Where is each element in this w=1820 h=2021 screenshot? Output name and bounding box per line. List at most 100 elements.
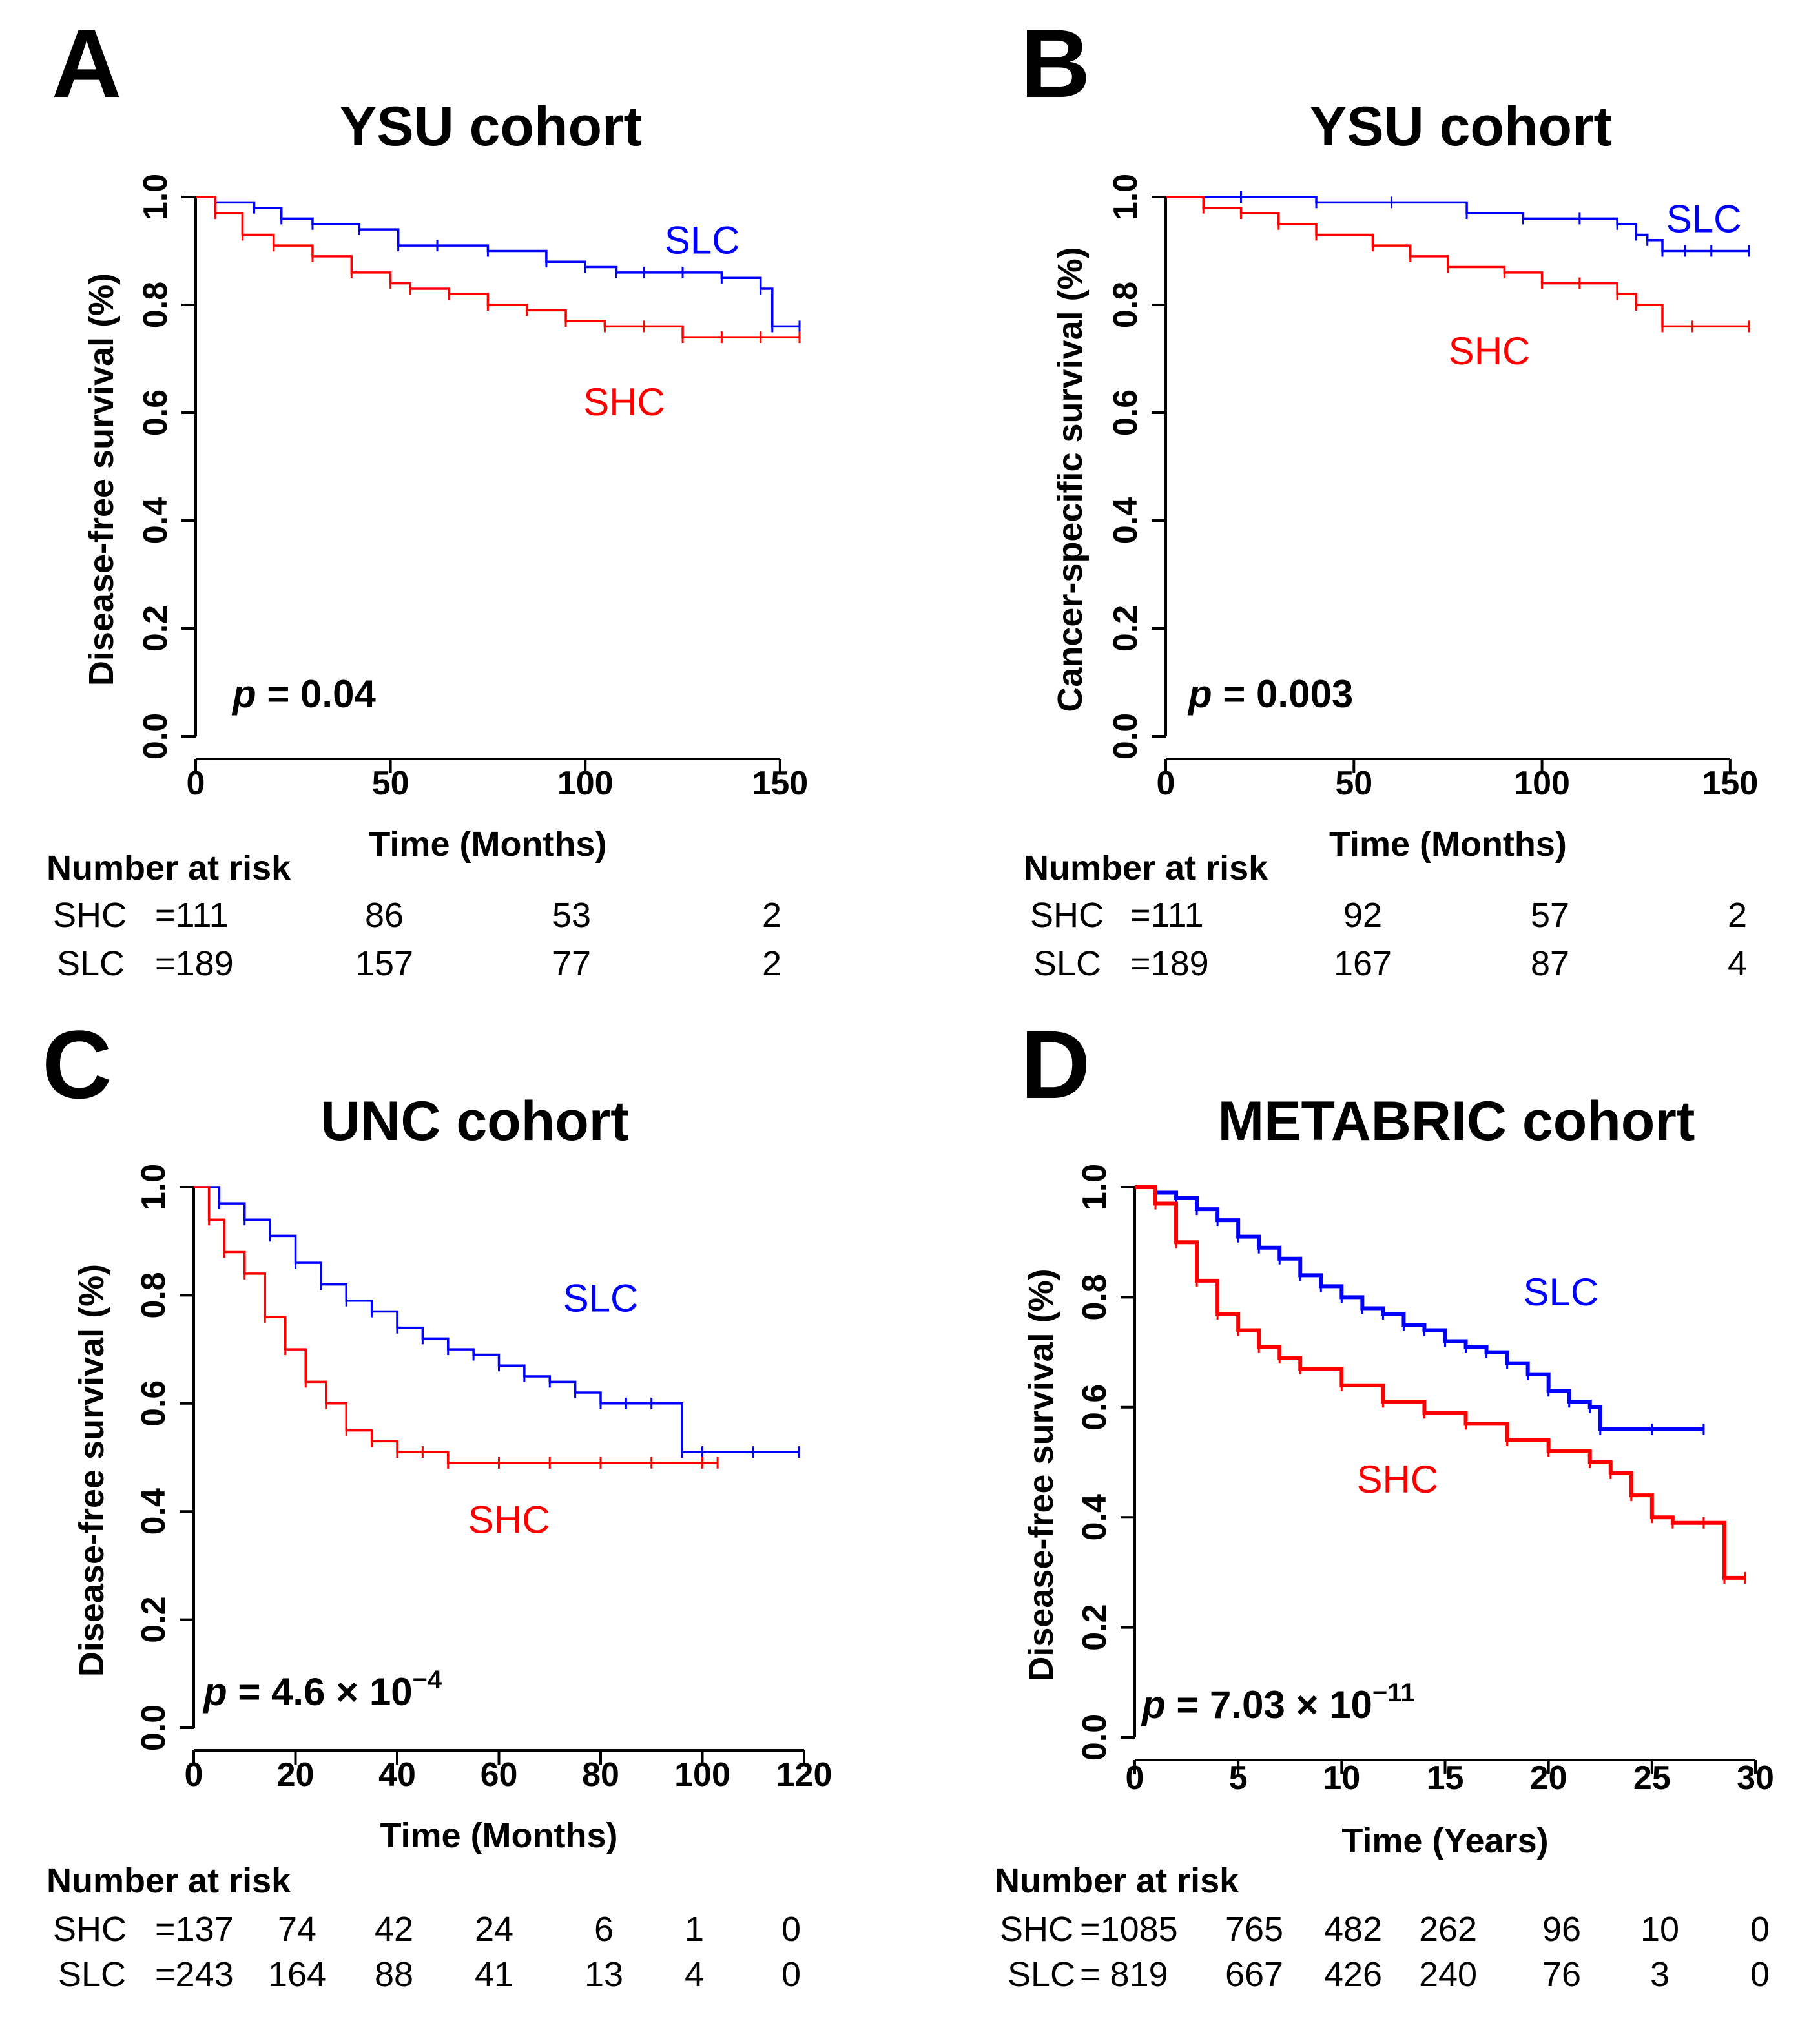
- series-line-shc: [1135, 1185, 1745, 1580]
- y-tick-label: 1.0: [137, 174, 174, 220]
- x-tick-label: 40: [378, 1756, 416, 1794]
- risk-count: 13: [584, 1955, 623, 1994]
- panel-letter: B: [1020, 9, 1090, 118]
- series-label-slc: SLC: [665, 219, 740, 262]
- risk-table-header: Number at risk: [995, 1861, 1239, 1900]
- risk-count: 53: [552, 896, 591, 935]
- risk-table-header: Number at risk: [47, 849, 291, 887]
- y-tick-label: 0.6: [135, 1380, 172, 1427]
- risk-count: 0: [1750, 1910, 1770, 1949]
- series-label-shc: SHC: [583, 380, 665, 424]
- chart-title: YSU cohort: [340, 96, 642, 158]
- risk-count: =243: [155, 1955, 234, 1994]
- series-label-shc: SHC: [1356, 1458, 1438, 1501]
- y-tick-label: 0.0: [1076, 1714, 1113, 1761]
- y-tick-label: 0.8: [137, 282, 174, 328]
- y-tick-label: 0.8: [135, 1272, 172, 1318]
- chart-title: UNC cohort: [320, 1090, 629, 1152]
- p-value: p = 0.003: [1187, 672, 1353, 716]
- risk-count: 0: [781, 1910, 801, 1949]
- x-tick-label: 100: [674, 1756, 730, 1794]
- y-tick-label: 1.0: [135, 1164, 172, 1210]
- risk-row-label: SLC: [57, 944, 125, 983]
- x-tick-label: 10: [1323, 1759, 1360, 1797]
- risk-count: 88: [375, 1955, 413, 1994]
- risk-count: 57: [1531, 896, 1569, 935]
- x-tick-label: 100: [557, 765, 614, 802]
- risk-count: 76: [1542, 1955, 1581, 1994]
- y-tick-label: 0.6: [137, 389, 174, 436]
- risk-count: 426: [1324, 1955, 1382, 1994]
- risk-row-label: SHC: [1000, 1910, 1073, 1949]
- risk-count: 2: [762, 896, 781, 935]
- risk-count: 4: [685, 1955, 704, 1994]
- y-tick-label: 0.0: [1107, 713, 1144, 760]
- risk-count: 0: [781, 1955, 801, 1994]
- y-tick-label: 0.2: [135, 1596, 172, 1643]
- x-tick-label: 50: [1335, 765, 1372, 802]
- x-tick-label: 20: [1530, 1759, 1567, 1797]
- risk-row-label: SHC: [1030, 896, 1104, 935]
- y-tick-label: 0.4: [1107, 497, 1144, 544]
- risk-count: 765: [1225, 1910, 1283, 1949]
- y-tick-label: 0.0: [137, 713, 174, 760]
- risk-count: =111: [1130, 896, 1204, 935]
- risk-count: 2: [762, 944, 781, 983]
- y-tick-label: 0.0: [135, 1705, 172, 1751]
- risk-count: 240: [1419, 1955, 1477, 1994]
- x-tick-label: 5: [1229, 1759, 1248, 1797]
- series-label-slc: SLC: [1524, 1270, 1599, 1314]
- y-tick-label: 0.2: [1076, 1604, 1113, 1650]
- x-tick-label: 0: [185, 1756, 203, 1794]
- x-axis-label: Time (Months): [369, 825, 606, 864]
- y-tick-label: 0.8: [1076, 1274, 1113, 1320]
- x-tick-label: 80: [582, 1756, 619, 1794]
- risk-count: 92: [1343, 896, 1382, 935]
- risk-count: =111: [155, 896, 229, 935]
- series-label-slc: SLC: [1666, 197, 1742, 240]
- y-axis-label: Disease-free survival (%): [1022, 1269, 1060, 1681]
- y-tick-label: 1.0: [1076, 1164, 1113, 1210]
- x-tick-label: 150: [1702, 765, 1758, 802]
- series-label-shc: SHC: [1449, 329, 1531, 373]
- x-tick-label: 50: [372, 765, 409, 802]
- panel-b: B YSU cohort 0.0 0.2 0.4 0.6 0.8 1.0 0 50 100 150 Ca…: [1020, 9, 1758, 983]
- series-label-shc: SHC: [468, 1498, 550, 1542]
- risk-table-header: Number at risk: [1024, 849, 1268, 887]
- x-tick-label: 120: [776, 1756, 832, 1794]
- risk-count: 24: [475, 1910, 513, 1949]
- risk-count: =189: [155, 944, 234, 983]
- panel-letter: A: [52, 9, 121, 118]
- y-tick-label: 0.2: [1107, 605, 1144, 652]
- risk-count: 482: [1324, 1910, 1382, 1949]
- chart-title: YSU cohort: [1310, 96, 1612, 158]
- risk-count: 87: [1531, 944, 1569, 983]
- risk-count: 86: [365, 896, 404, 935]
- risk-count: 2: [1728, 896, 1747, 935]
- p-value: p = 0.04: [231, 672, 376, 716]
- chart-title: METABRIC cohort: [1218, 1090, 1695, 1152]
- risk-count: 6: [594, 1910, 614, 1949]
- x-tick-label: 60: [481, 1756, 518, 1794]
- risk-count: = 819: [1080, 1955, 1168, 1994]
- risk-count: 96: [1542, 1910, 1581, 1949]
- y-tick-label: 0.4: [137, 497, 174, 544]
- panel-letter: C: [42, 1010, 112, 1119]
- x-tick-label: 0: [1157, 765, 1175, 802]
- series-line-shc: [194, 1186, 718, 1464]
- risk-count: 0: [1750, 1955, 1770, 1994]
- y-axis-label: Cancer-specific survival (%): [1051, 247, 1090, 712]
- risk-count: 667: [1225, 1955, 1283, 1994]
- panel-d: D METABRIC cohort 0.0 0.2 0.4 0.6 0.8 1.0 0 5 10 15…: [995, 1010, 1774, 1994]
- risk-count: 4: [1728, 944, 1747, 983]
- risk-count: 167: [1334, 944, 1392, 983]
- y-tick-label: 0.2: [137, 605, 174, 652]
- p-value: p = 4.6 × 10−4: [202, 1666, 442, 1714]
- panel-letter: D: [1020, 1010, 1090, 1119]
- y-tick-label: 1.0: [1107, 174, 1144, 220]
- risk-row-label: SHC: [53, 1910, 127, 1949]
- y-tick-label: 0.6: [1107, 389, 1144, 436]
- risk-count: 157: [355, 944, 413, 983]
